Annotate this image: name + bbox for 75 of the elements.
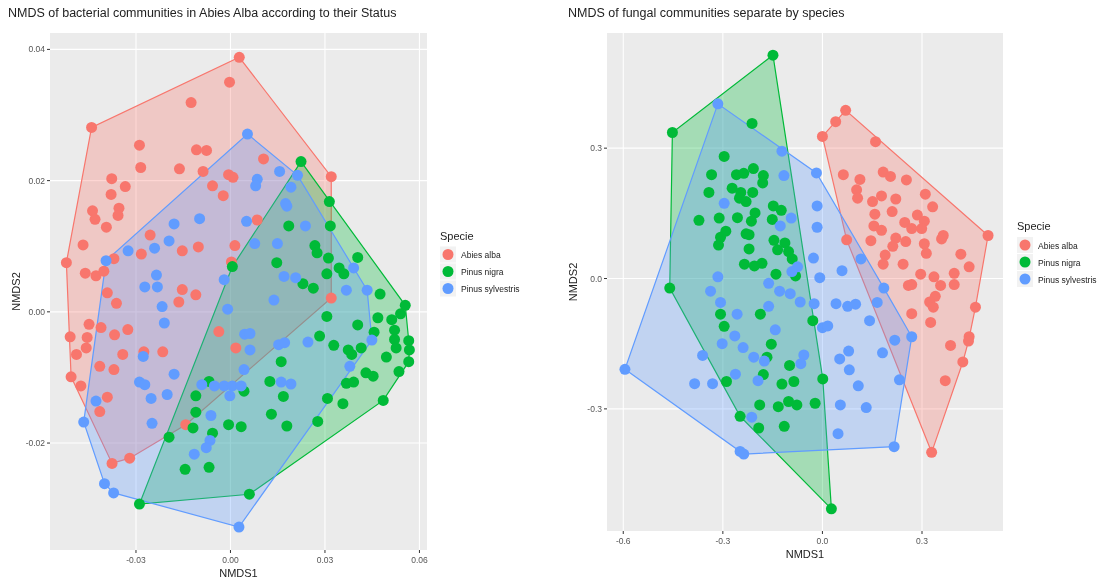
point — [969, 301, 981, 313]
y-tick-label: 0.00 — [28, 306, 46, 317]
y-tick-label: -0.02 — [25, 438, 46, 449]
point — [840, 104, 852, 116]
point — [869, 208, 881, 220]
point — [935, 279, 947, 291]
point — [890, 193, 902, 205]
point — [837, 169, 849, 181]
point — [918, 238, 930, 250]
point — [852, 192, 864, 204]
point — [920, 247, 932, 259]
point — [927, 301, 939, 313]
point — [927, 201, 939, 213]
point — [906, 308, 918, 320]
x-axis-title: NMDS1 — [785, 548, 825, 560]
x-tick-label: -0.3 — [715, 536, 731, 546]
x-tick-label: -0.6 — [615, 536, 631, 546]
point — [870, 136, 882, 148]
point — [948, 279, 960, 291]
point — [897, 258, 909, 270]
point — [963, 261, 975, 273]
legend-label: Abies alba — [1038, 240, 1078, 251]
point — [900, 174, 912, 186]
point — [877, 258, 889, 270]
point — [948, 267, 960, 279]
point — [884, 170, 896, 182]
point — [939, 375, 951, 387]
legend-title: Specie — [440, 229, 474, 242]
x-tick-label: 0.00 — [222, 555, 240, 565]
point — [928, 271, 940, 283]
point — [879, 249, 891, 261]
y-axis-title: NMDS2 — [567, 262, 579, 302]
chart-title: NMDS of bacterial communities in Abies Alba according to their Status — [8, 6, 397, 20]
legend-title: Specie — [1017, 220, 1051, 232]
y-tick-label: 0.3 — [590, 143, 603, 154]
y-tick-label: 0.0 — [590, 273, 603, 284]
y-tick-label: -0.3 — [587, 403, 603, 414]
legend-label: Abies alba — [461, 250, 501, 260]
point — [982, 230, 994, 241]
point — [865, 235, 877, 247]
point — [911, 209, 923, 221]
x-tick-label: 0.3 — [916, 536, 929, 546]
point — [854, 173, 866, 185]
point — [906, 223, 918, 235]
x-tick-label: 0.06 — [411, 555, 428, 565]
chart-title: NMDS of fungal communities separate by species — [568, 6, 845, 20]
point — [876, 224, 888, 236]
point — [841, 234, 853, 246]
x-tick-label: -0.03 — [126, 555, 146, 565]
point — [957, 356, 969, 368]
point — [867, 196, 879, 208]
y-tick-label: 0.04 — [28, 44, 46, 55]
y-tick-label: 0.02 — [28, 175, 46, 186]
x-tick-label: 0.0 — [816, 536, 829, 546]
x-tick-label: 0.03 — [316, 555, 334, 565]
point — [915, 268, 927, 280]
legend-label: Pinus sylvestris — [1038, 274, 1097, 285]
point — [816, 130, 828, 142]
point — [955, 248, 967, 260]
legend-label: Pinus sylvestris — [461, 284, 520, 294]
legend-label: Pinus nigra — [1038, 257, 1081, 268]
point — [876, 190, 888, 202]
point — [926, 446, 938, 458]
legend-label: Pinus nigra — [461, 267, 504, 277]
point — [919, 188, 931, 200]
point — [925, 316, 937, 328]
point — [886, 206, 898, 218]
point — [899, 216, 911, 228]
point — [830, 116, 842, 128]
point — [916, 223, 928, 235]
point — [945, 339, 957, 351]
y-axis-title: NMDS2 — [10, 272, 22, 311]
point — [900, 236, 912, 248]
x-axis-title: NMDS1 — [219, 567, 258, 577]
point — [887, 240, 899, 252]
